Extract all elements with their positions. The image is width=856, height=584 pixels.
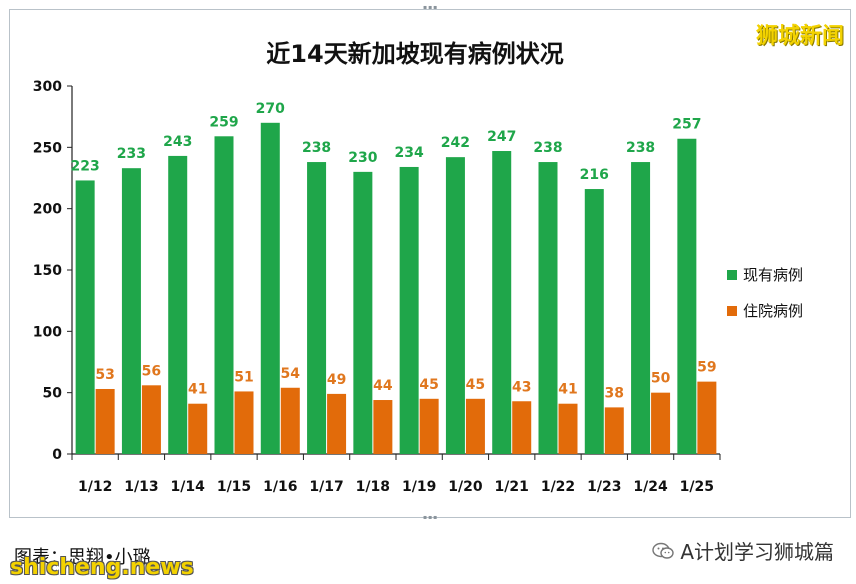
y-tick-label: 0	[52, 447, 62, 463]
bar-hospital	[651, 392, 671, 454]
legend-swatch	[727, 306, 737, 316]
data-label-current: 216	[580, 167, 609, 183]
wechat-icon	[652, 542, 675, 559]
x-tick-label: 1/16	[263, 479, 297, 495]
data-label-hospital: 56	[142, 363, 161, 379]
data-label-current: 243	[163, 134, 192, 150]
data-label-current: 230	[348, 150, 377, 166]
y-tick-label: 250	[33, 140, 62, 156]
y-tick-label: 200	[33, 202, 62, 218]
data-label-hospital: 50	[651, 371, 671, 387]
y-tick-label: 150	[33, 263, 62, 279]
bar-hospital	[419, 398, 439, 454]
bar-current	[75, 180, 95, 454]
bar-current	[538, 162, 558, 454]
x-tick-label: 1/21	[495, 479, 529, 495]
data-label-current: 270	[256, 101, 285, 117]
data-label-current: 238	[626, 140, 655, 156]
x-tick-label: 1/22	[541, 479, 575, 495]
y-tick-label: 300	[33, 79, 62, 95]
bar-hospital	[327, 393, 347, 454]
bar-hospital	[512, 401, 532, 454]
resize-handle-bottom[interactable]: ▪▪▪	[423, 514, 439, 521]
x-tick-label: 1/25	[680, 479, 714, 495]
data-label-current: 257	[672, 117, 701, 133]
x-tick-label: 1/17	[309, 479, 343, 495]
data-label-hospital: 44	[373, 378, 393, 394]
data-label-hospital: 49	[327, 372, 346, 388]
data-label-hospital: 38	[605, 385, 624, 401]
footer-site-watermark: shicheng.news	[10, 555, 194, 580]
bar-hospital	[280, 387, 300, 454]
bar-hospital	[373, 400, 393, 454]
bar-current	[631, 162, 651, 454]
bar-current	[445, 157, 465, 454]
footer-account: A计划学习狮城篇	[652, 536, 834, 565]
watermark-logo: 狮城新闻	[755, 23, 844, 49]
data-label-current: 259	[209, 114, 238, 130]
data-label-hospital: 45	[419, 377, 438, 393]
data-label-current: 242	[441, 135, 470, 151]
data-label-current: 233	[117, 146, 146, 162]
bar-current	[492, 151, 512, 454]
x-tick-label: 1/14	[171, 479, 206, 495]
bar-current	[260, 122, 280, 455]
bars	[75, 122, 717, 455]
data-label-hospital: 41	[558, 382, 577, 398]
data-label-current: 238	[533, 140, 562, 156]
x-tick-label: 1/24	[633, 479, 668, 495]
data-labels: 223 53 233 56 243 41 259 51 270 54 238 49 230 44 234 45…	[71, 101, 717, 402]
resize-handle-top[interactable]: ▪▪▪	[423, 4, 439, 11]
x-tick-labels: 1/12 1/13 1/14 1/15 1/16 1/17 1/18 1/19 1/20 1/21…	[78, 479, 714, 495]
bar-hospital	[188, 403, 208, 454]
bar-current	[584, 189, 604, 455]
bar-hospital	[95, 388, 115, 454]
data-label-hospital: 45	[466, 377, 485, 393]
x-tick-label: 1/23	[587, 479, 621, 495]
x-tick-label: 1/15	[217, 479, 251, 495]
bar-hospital	[558, 403, 578, 454]
legend-label: 现有病例	[743, 266, 803, 284]
bar-current	[214, 136, 234, 454]
data-label-current: 238	[302, 140, 331, 156]
footer-caption: 图表：思翔•小璐	[14, 547, 151, 568]
x-tick-label: 1/20	[448, 479, 483, 495]
bar-hospital	[234, 391, 254, 454]
legend-swatch	[727, 270, 737, 280]
bar-current	[307, 162, 327, 454]
bar-current	[677, 138, 697, 454]
x-tick-label: 1/19	[402, 479, 436, 495]
y-tick-label: 100	[33, 324, 62, 340]
x-tick-label: 1/13	[124, 479, 158, 495]
data-label-hospital: 53	[95, 367, 114, 383]
data-label-hospital: 51	[234, 369, 253, 385]
bar-hospital	[465, 398, 485, 454]
bar-hospital	[604, 407, 624, 454]
bar-current	[399, 166, 419, 454]
bar-current	[168, 155, 188, 455]
data-label-current: 223	[71, 158, 100, 174]
data-label-hospital: 43	[512, 379, 531, 395]
data-label-current: 247	[487, 129, 516, 145]
data-label-hospital: 54	[281, 366, 301, 382]
bar-hospital	[141, 385, 161, 454]
bar-hospital	[697, 381, 717, 454]
x-tick-label: 1/18	[356, 479, 390, 495]
data-label-hospital: 59	[697, 360, 716, 376]
bar-current	[121, 168, 141, 455]
legend-label: 住院病例	[743, 302, 803, 320]
chart-title: 近14天新加坡现有病例状况	[266, 40, 563, 68]
data-label-hospital: 41	[188, 382, 207, 398]
footer-account-name: A计划学习狮城篇	[680, 540, 834, 564]
bar-current	[353, 171, 373, 454]
x-tick-label: 1/12	[78, 479, 112, 495]
data-label-current: 234	[395, 145, 424, 161]
y-tick-label: 50	[43, 386, 63, 402]
